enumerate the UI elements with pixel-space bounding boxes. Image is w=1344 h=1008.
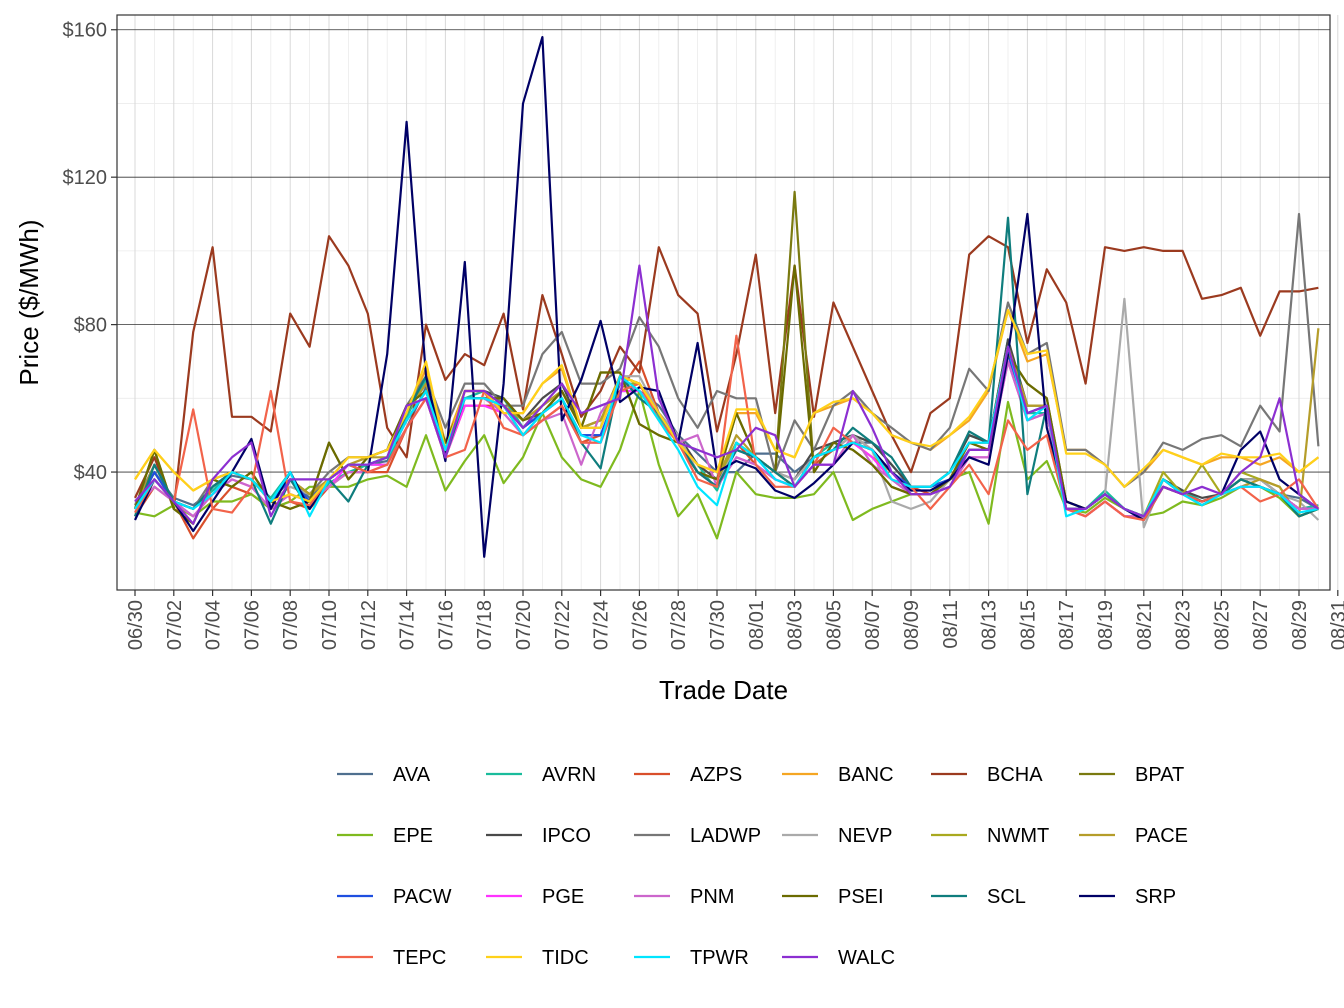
legend-item-pacw: PACW [337, 886, 452, 908]
x-tick-label: 08/19 [1095, 600, 1117, 650]
legend-label: TEPC [393, 947, 446, 969]
x-axis: 06/30 07/02 07/04 07/06 07/08 07/10 07/12 07/14… [125, 590, 1344, 650]
legend-label: IPCO [542, 825, 591, 847]
legend-item-nevp: NEVP [782, 825, 892, 847]
legend-label: TPWR [690, 947, 749, 969]
legend-item-bpat: BPAT [1079, 764, 1184, 786]
legend-label: TIDC [542, 947, 589, 969]
x-tick-label: 08/03 [785, 600, 807, 650]
legend-label: EPE [393, 825, 433, 847]
x-tick-label: 07/20 [513, 600, 535, 650]
x-tick-label: 08/23 [1173, 600, 1195, 650]
x-tick-label: 08/29 [1289, 600, 1311, 650]
legend-item-walc: WALC [782, 947, 895, 969]
x-tick-label: 07/16 [435, 600, 457, 650]
legend-item-pnm: PNM [634, 886, 734, 908]
legend-item-ladwp: LADWP [634, 825, 761, 847]
x-tick-label: 07/04 [203, 600, 225, 650]
legend-label: NWMT [987, 825, 1049, 847]
legend-item-pge: PGE [486, 886, 584, 908]
series-line-walc [134, 264, 1320, 525]
legend-label: AVRN [542, 764, 596, 786]
x-tick-label: 08/27 [1250, 600, 1272, 650]
series-lines [133, 35, 1320, 558]
x-tick-label: 07/18 [474, 600, 496, 650]
y-axis-title: Price ($/MWh) [14, 219, 44, 385]
legend-item-srp: SRP [1079, 886, 1176, 908]
x-tick-label: 07/14 [397, 600, 419, 650]
legend-label: PSEI [838, 886, 884, 908]
x-tick-label: 08/09 [901, 600, 923, 650]
legend-item-tpwr: TPWR [634, 947, 749, 969]
legend: AVA AVRN AZPS BANC BCHA BPAT EPE IPCO LADWP NEVP N… [337, 764, 1188, 969]
x-tick-label: 06/30 [125, 600, 147, 650]
x-tick-label: 07/22 [552, 600, 574, 650]
legend-item-azps: AZPS [634, 764, 742, 786]
x-tick-label: 08/11 [940, 600, 962, 649]
x-tick-label: 08/05 [823, 600, 845, 650]
legend-label: AVA [393, 764, 431, 786]
legend-item-psei: PSEI [782, 886, 884, 908]
legend-label: SRP [1135, 886, 1176, 908]
series-line-bcha [134, 235, 1319, 510]
legend-item-ava: AVA [337, 764, 431, 786]
x-tick-label: 07/02 [164, 600, 186, 650]
legend-label: AZPS [690, 764, 742, 786]
legend-label: BPAT [1135, 764, 1184, 786]
legend-item-scl: SCL [931, 886, 1026, 908]
y-axis: $40 $80 $120 $160 [63, 20, 117, 484]
legend-item-ipco: IPCO [486, 825, 591, 847]
y-tick-label: $160 [63, 20, 108, 42]
legend-label: NEVP [838, 825, 892, 847]
legend-label: PACE [1135, 825, 1188, 847]
y-tick-label: $40 [74, 462, 107, 484]
legend-label: LADWP [690, 825, 761, 847]
legend-item-avrn: AVRN [486, 764, 596, 786]
x-tick-label: 07/10 [319, 600, 341, 650]
x-tick-label: 08/17 [1056, 600, 1078, 650]
x-tick-label: 07/30 [707, 600, 729, 650]
y-tick-label: $120 [63, 167, 108, 189]
legend-label: PGE [542, 886, 584, 908]
x-tick-label: 07/26 [629, 600, 651, 650]
legend-item-bcha: BCHA [931, 764, 1043, 786]
legend-label: BANC [838, 764, 894, 786]
legend-label: WALC [838, 947, 895, 969]
legend-item-tepc: TEPC [337, 947, 446, 969]
legend-item-nwmt: NWMT [931, 825, 1049, 847]
legend-label: PACW [393, 886, 452, 908]
legend-item-pace: PACE [1079, 825, 1188, 847]
x-tick-label: 08/13 [979, 600, 1001, 650]
x-tick-label: 07/28 [668, 600, 690, 650]
legend-label: BCHA [987, 764, 1043, 786]
legend-label: SCL [987, 886, 1026, 908]
x-tick-label: 08/25 [1211, 600, 1233, 650]
x-tick-label: 08/07 [862, 600, 884, 650]
x-tick-label: 08/01 [746, 600, 768, 650]
x-tick-label: 08/21 [1134, 600, 1156, 650]
y-tick-label: $80 [74, 315, 107, 337]
x-tick-label: 08/31 [1328, 600, 1344, 650]
x-tick-label: 07/24 [591, 600, 613, 650]
x-tick-label: 07/08 [280, 600, 302, 650]
legend-item-banc: BANC [782, 764, 894, 786]
minor-gridlines [117, 15, 1330, 590]
plot-border [116, 14, 1331, 591]
x-tick-label: 07/06 [241, 600, 263, 650]
x-axis-title: Trade Date [659, 675, 788, 705]
legend-label: PNM [690, 886, 734, 908]
x-tick-label: 07/12 [358, 600, 380, 650]
legend-item-tidc: TIDC [486, 947, 589, 969]
legend-item-epe: EPE [337, 825, 433, 847]
x-tick-label: 08/15 [1017, 600, 1039, 650]
